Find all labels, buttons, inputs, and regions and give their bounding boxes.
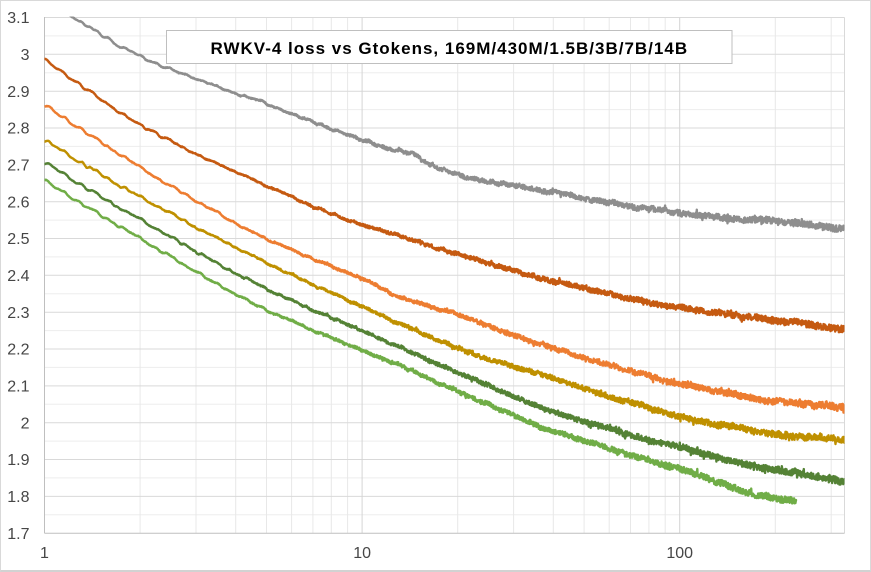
svg-text:2.7: 2.7 xyxy=(7,157,29,174)
svg-text:100: 100 xyxy=(666,545,693,562)
svg-text:3.1: 3.1 xyxy=(7,10,29,27)
svg-text:1.7: 1.7 xyxy=(7,526,29,543)
svg-text:2.5: 2.5 xyxy=(7,231,29,248)
svg-text:1.9: 1.9 xyxy=(7,452,29,469)
svg-text:RWKV-4 loss vs Gtokens, 169M/4: RWKV-4 loss vs Gtokens, 169M/430M/1.5B/3… xyxy=(211,39,689,58)
svg-text:2.8: 2.8 xyxy=(7,121,29,138)
svg-text:2.6: 2.6 xyxy=(7,194,29,211)
svg-text:2.2: 2.2 xyxy=(7,342,29,359)
svg-text:2.1: 2.1 xyxy=(7,379,29,396)
svg-text:2.4: 2.4 xyxy=(7,268,29,285)
svg-text:3: 3 xyxy=(21,47,30,64)
svg-text:1: 1 xyxy=(40,545,49,562)
svg-text:1.8: 1.8 xyxy=(7,489,29,506)
svg-text:2.9: 2.9 xyxy=(7,84,29,101)
svg-text:10: 10 xyxy=(353,545,371,562)
svg-text:2.3: 2.3 xyxy=(7,305,29,322)
svg-text:2: 2 xyxy=(21,415,30,432)
